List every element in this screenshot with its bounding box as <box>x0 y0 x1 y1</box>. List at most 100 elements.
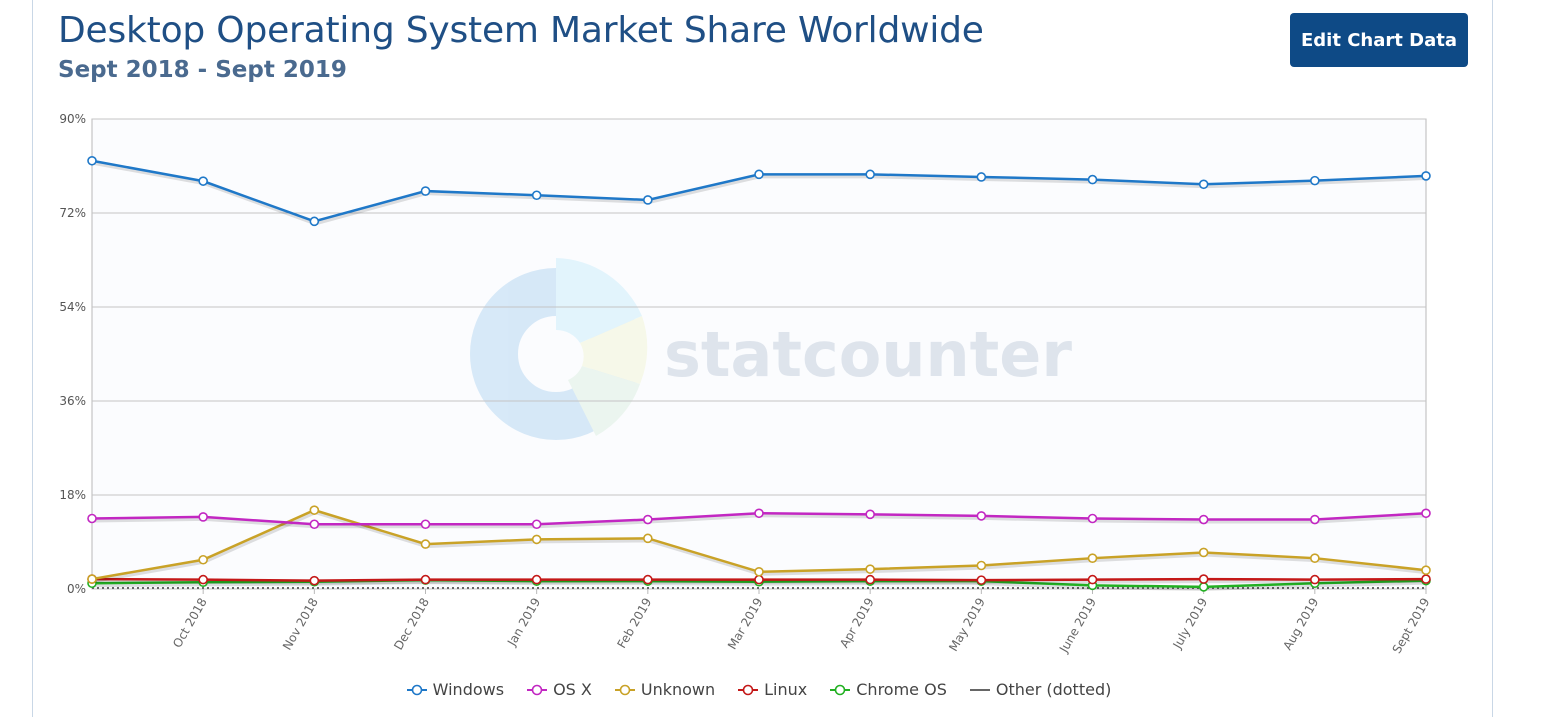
x-tick-label: Oct 2018 <box>170 596 210 651</box>
data-point[interactable] <box>1310 175 1320 186</box>
y-tick-label: 0% <box>67 582 86 596</box>
data-point[interactable] <box>198 512 208 522</box>
data-point[interactable] <box>643 514 653 525</box>
legend-label: Chrome OS <box>856 680 947 699</box>
data-point[interactable] <box>1198 582 1209 592</box>
x-tick-label: Mar 2019 <box>725 596 766 652</box>
legend-label: Linux <box>764 680 808 699</box>
data-point[interactable] <box>754 574 764 585</box>
x-tick-label: June 2019 <box>1056 596 1099 656</box>
x-tick-label: Jan 2019 <box>504 596 543 650</box>
x-tick-label: Aug 2019 <box>1280 596 1321 653</box>
legend-item-unknown[interactable]: Unknown <box>614 680 715 699</box>
legend-circle-icon <box>614 684 635 695</box>
data-point[interactable] <box>1310 514 1320 525</box>
statcounter-watermark: statcounter <box>470 258 1072 440</box>
x-tick-label: Nov 2018 <box>280 596 321 653</box>
legend-item-linux[interactable]: Linux <box>737 680 807 699</box>
x-tick-label: July 2019 <box>1170 596 1211 652</box>
y-tick-label: 54% <box>59 300 86 314</box>
data-point[interactable] <box>1087 174 1098 185</box>
series-windows <box>87 155 1431 227</box>
series-unknown <box>87 505 1431 584</box>
data-point[interactable] <box>1198 574 1209 584</box>
data-point[interactable] <box>1421 508 1431 519</box>
data-point[interactable] <box>531 519 542 530</box>
series-linux <box>87 574 1431 586</box>
data-point[interactable] <box>865 574 875 585</box>
y-tick-label: 18% <box>59 488 86 502</box>
x-tick-label: May 2019 <box>946 595 988 653</box>
data-point[interactable] <box>865 564 875 574</box>
legend-label: Windows <box>432 680 505 699</box>
y-tick-label: 72% <box>59 206 86 220</box>
legend-item-windows[interactable]: Windows <box>406 680 504 699</box>
data-point[interactable] <box>531 574 542 585</box>
data-point[interactable] <box>1087 574 1098 585</box>
data-point[interactable] <box>643 574 653 585</box>
data-point[interactable] <box>1198 179 1209 190</box>
data-point[interactable] <box>1421 565 1431 576</box>
legend-circle-icon <box>406 684 427 695</box>
data-point[interactable] <box>87 513 97 524</box>
legend-circle-icon <box>738 684 759 695</box>
data-point[interactable] <box>976 575 987 585</box>
legend-item-chrome-os[interactable]: Chrome OS <box>829 680 947 699</box>
watermark-text: statcounter <box>664 318 1072 391</box>
legend-item-other-dotted[interactable]: Other (dotted) <box>969 680 1112 699</box>
data-point[interactable] <box>754 169 764 180</box>
edit-chart-data-button[interactable]: Edit Chart Data <box>1290 13 1468 67</box>
data-point[interactable] <box>1198 514 1209 525</box>
data-point[interactable] <box>1310 574 1320 585</box>
x-tick-label: Feb 2019 <box>615 596 655 651</box>
data-point[interactable] <box>1310 553 1320 563</box>
data-point[interactable] <box>976 511 987 521</box>
data-point[interactable] <box>976 560 987 571</box>
data-point[interactable] <box>1198 547 1209 558</box>
legend-label: Other (dotted) <box>995 680 1112 699</box>
legend-label: OS X <box>553 680 592 699</box>
data-point[interactable] <box>531 534 542 545</box>
data-point[interactable] <box>309 519 320 530</box>
data-point[interactable] <box>198 554 208 565</box>
data-point[interactable] <box>865 169 875 180</box>
data-point[interactable] <box>309 505 320 515</box>
series-os-x <box>87 508 1431 530</box>
data-point[interactable] <box>754 508 764 519</box>
data-point[interactable] <box>865 509 875 520</box>
data-point[interactable] <box>420 519 431 530</box>
page-title: Desktop Operating System Market Share Wo… <box>58 10 984 51</box>
page-subtitle: Sept 2018 - Sept 2019 <box>58 57 347 83</box>
data-point[interactable] <box>87 574 97 584</box>
chart-legend: Windows OS X Unknown Linux Chrome OS Other (d… <box>0 680 1540 699</box>
legend-item-os-x[interactable]: OS X <box>526 680 592 699</box>
chart-card <box>32 0 1493 717</box>
data-point[interactable] <box>198 176 208 186</box>
data-point[interactable] <box>976 172 987 182</box>
data-point[interactable] <box>643 195 653 205</box>
legend-circle-icon <box>527 684 548 695</box>
data-point[interactable] <box>420 186 431 196</box>
legend-circle-icon <box>830 684 851 695</box>
data-point[interactable] <box>309 216 320 227</box>
legend-label: Unknown <box>640 680 716 699</box>
x-tick-label: Sept 2019 <box>1390 596 1433 656</box>
data-point[interactable] <box>1421 574 1431 584</box>
x-tick-label: Dec 2018 <box>391 596 432 653</box>
data-point[interactable] <box>1087 513 1098 524</box>
data-point[interactable] <box>309 575 320 586</box>
data-point[interactable] <box>754 566 764 577</box>
data-point[interactable] <box>87 155 97 166</box>
data-point[interactable] <box>643 533 653 544</box>
data-point[interactable] <box>420 574 431 585</box>
data-point[interactable] <box>420 539 431 549</box>
data-point[interactable] <box>1087 553 1098 563</box>
legend-line-icon <box>969 688 990 691</box>
y-tick-label: 36% <box>59 394 86 408</box>
y-tick-label: 90% <box>59 112 86 126</box>
x-tick-label: Apr 2019 <box>837 596 877 651</box>
data-point[interactable] <box>531 190 542 201</box>
data-point[interactable] <box>198 574 208 585</box>
data-point[interactable] <box>1421 171 1431 181</box>
